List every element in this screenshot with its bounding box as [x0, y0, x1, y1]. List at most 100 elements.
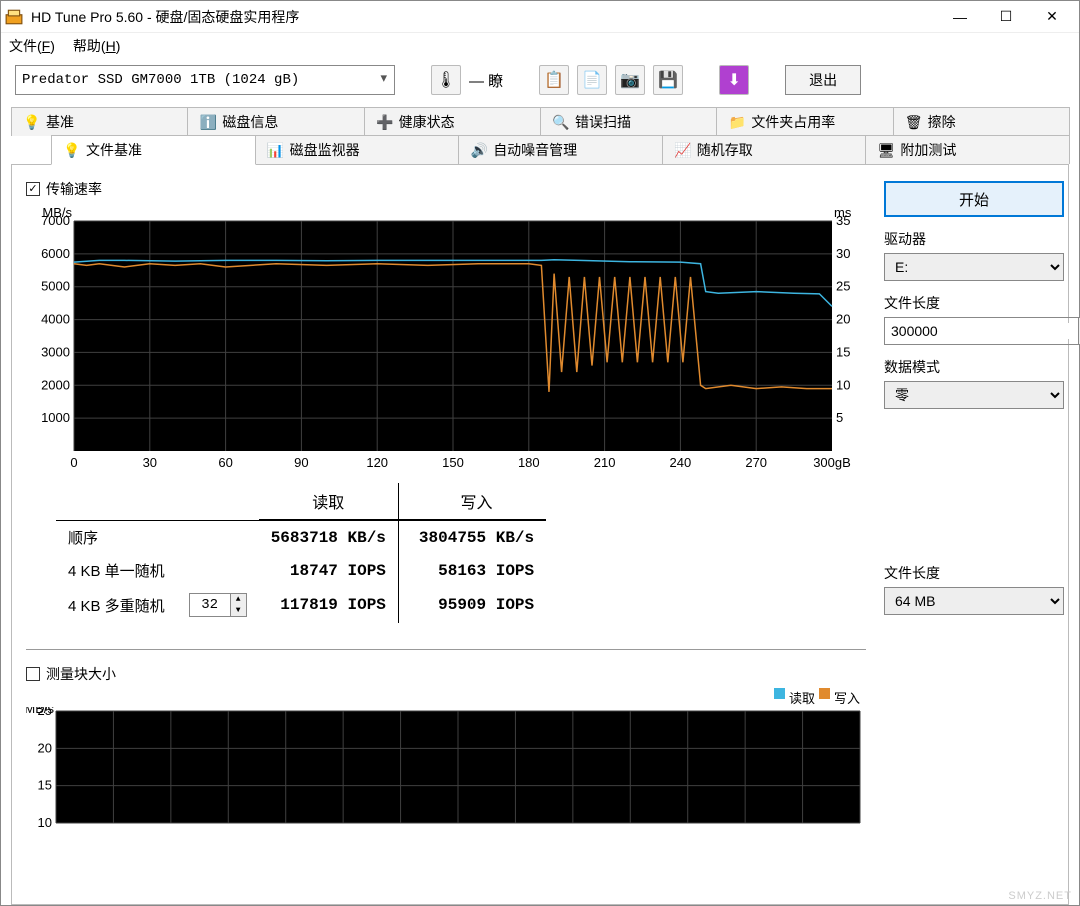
queue-depth-input[interactable]: [190, 594, 230, 616]
svg-text:300gB: 300gB: [813, 455, 851, 470]
tab-擦除[interactable]: 🗑擦除: [893, 107, 1070, 136]
tab-row-1: 💡基准 ℹ️ 磁盘信息 ➕健康状态 🔍 错误扫描 📁 文件夹占用率 🗑擦除: [11, 107, 1069, 136]
chart2-svg: 10152025MB/s: [26, 707, 866, 827]
svg-text:15: 15: [38, 778, 52, 793]
maximize-button[interactable]: ☐: [983, 2, 1029, 32]
tab-icon: ℹ️: [200, 114, 216, 130]
svg-text:5: 5: [836, 410, 843, 425]
svg-text:90: 90: [294, 455, 308, 470]
svg-text:MB/s: MB/s: [26, 707, 54, 716]
save-icon[interactable]: 💾: [653, 65, 683, 95]
header-read: 读取: [259, 483, 399, 520]
block-checkbox[interactable]: [26, 667, 40, 681]
svg-text:5000: 5000: [41, 279, 70, 294]
svg-text:15: 15: [836, 344, 850, 359]
tab-健康状态[interactable]: ➕健康状态: [364, 107, 541, 136]
tab-label: 文件夹占用率: [751, 112, 835, 132]
tab-icon: ➕: [377, 114, 393, 130]
drive-letter-select[interactable]: E:: [884, 253, 1064, 281]
filelen2-label: 文件长度: [884, 563, 1064, 583]
temp-text: — 瞭: [469, 70, 503, 91]
pattern-group: 数据模式 零: [884, 357, 1064, 409]
queue-depth-spinner[interactable]: ▲▼: [189, 593, 247, 617]
temperature-icon[interactable]: 🌡: [431, 65, 461, 95]
menu-help[interactable]: 帮助(H): [73, 36, 120, 56]
tab-icon: 📈: [675, 142, 691, 158]
titlebar: HD Tune Pro 5.60 - 硬盘/固态硬盘实用程序 — ☐ ✕: [1, 1, 1079, 33]
app-window: HD Tune Pro 5.60 - 硬盘/固态硬盘实用程序 — ☐ ✕ 文件(…: [0, 0, 1080, 906]
svg-text:2000: 2000: [41, 377, 70, 392]
svg-text:25: 25: [836, 279, 850, 294]
exit-button[interactable]: 退出: [785, 65, 861, 95]
minimize-button[interactable]: —: [937, 2, 983, 32]
tab-icon: 🔍: [553, 114, 569, 130]
tab-错误扫描[interactable]: 🔍 错误扫描: [540, 107, 717, 136]
watermark: SMYZ.NET: [1008, 890, 1072, 902]
filelen2-select[interactable]: 64 MB: [884, 587, 1064, 615]
close-button[interactable]: ✕: [1029, 2, 1075, 32]
menu-file[interactable]: 文件(F): [9, 36, 55, 56]
legend-swatch: [774, 688, 785, 699]
svg-text:210: 210: [594, 455, 616, 470]
tab-文件夹占用率[interactable]: 📁 文件夹占用率: [716, 107, 893, 136]
svg-text:10: 10: [38, 815, 52, 827]
chart2-legend: 读取写入: [26, 688, 866, 707]
separator: [26, 649, 866, 650]
transfer-chart: 1000200030004000500060007000510152025303…: [26, 203, 866, 473]
tab-icon: 🖥: [878, 142, 894, 158]
tab-icon: 🗑: [906, 114, 922, 130]
transfer-rate-checkbox-row: ✓ 传输速率: [26, 179, 866, 199]
pattern-select[interactable]: 零: [884, 381, 1064, 409]
row-label: 4 KB 单一随机: [56, 554, 177, 587]
tab-icon: 💡: [24, 114, 40, 130]
window-title: HD Tune Pro 5.60 - 硬盘/固态硬盘实用程序: [31, 7, 937, 27]
row-label: 顺序: [56, 521, 177, 554]
filelen2-group: 文件长度 64 MB: [884, 563, 1064, 615]
tab-附加测试[interactable]: 🖥附加测试: [865, 135, 1070, 164]
tab-icon: 📁: [729, 114, 745, 130]
drive-select[interactable]: Predator SSD GM7000 1TB (1024 gB): [15, 65, 395, 95]
tab-label: 随机存取: [697, 140, 753, 160]
copy2-icon[interactable]: 📄: [577, 65, 607, 95]
tab-文件基准[interactable]: 💡文件基准: [51, 135, 256, 165]
tab-icon: 📊: [268, 142, 284, 158]
filelen-label: 文件长度: [884, 293, 1064, 313]
svg-text:240: 240: [670, 455, 692, 470]
row-label: 4 KB 多重随机: [56, 587, 177, 623]
svg-text:ms: ms: [834, 205, 852, 220]
svg-text:10: 10: [836, 377, 850, 392]
svg-text:3000: 3000: [41, 344, 70, 359]
read-value: 117819 IOPS: [259, 587, 399, 623]
tab-label: 磁盘监视器: [290, 140, 360, 160]
start-button[interactable]: 开始: [884, 181, 1064, 217]
menubar: 文件(F) 帮助(H): [1, 33, 1079, 59]
screenshot-icon[interactable]: 📷: [615, 65, 645, 95]
tab-label: 错误扫描: [575, 112, 631, 132]
read-value: 18747 IOPS: [259, 554, 399, 587]
transfer-checkbox[interactable]: ✓: [26, 182, 40, 196]
drive-group: 驱动器 E:: [884, 229, 1064, 281]
tab-磁盘监视器[interactable]: 📊 磁盘监视器: [255, 135, 460, 164]
result-row: 4 KB 单一随机18747 IOPS58163 IOPS: [56, 554, 546, 587]
toolbar: Predator SSD GM7000 1TB (1024 gB) 🌡 — 瞭 …: [1, 59, 1079, 101]
filelen-spinner[interactable]: ▲▼: [884, 317, 1080, 345]
download-icon[interactable]: ⬇: [719, 65, 749, 95]
copy-icon[interactable]: 📋: [539, 65, 569, 95]
main-column: ✓ 传输速率 100020003000400050006000700051015…: [26, 179, 866, 904]
results-table: 读取 写入 顺序5683718 KB/s3804755 KB/s4 KB 单一随…: [56, 483, 546, 623]
tab-磁盘信息[interactable]: ℹ️ 磁盘信息: [187, 107, 364, 136]
svg-text:1000: 1000: [41, 410, 70, 425]
filelen-input[interactable]: [885, 323, 1078, 339]
block-chart: 读取写入 10152025MB/s: [26, 688, 866, 827]
tab-icon: 💡: [64, 142, 80, 158]
write-value: 3804755 KB/s: [398, 521, 546, 554]
tab-基准[interactable]: 💡基准: [11, 107, 188, 136]
svg-text:20: 20: [38, 740, 52, 755]
tab-row-2: 💡文件基准 📊 磁盘监视器 🔊自动噪音管理 📈 随机存取 🖥附加测试: [11, 135, 1069, 164]
svg-text:60: 60: [218, 455, 232, 470]
tab-label: 磁盘信息: [222, 112, 278, 132]
tab-随机存取[interactable]: 📈 随机存取: [662, 135, 867, 164]
write-value: 95909 IOPS: [398, 587, 546, 623]
tab-自动噪音管理[interactable]: 🔊自动噪音管理: [458, 135, 663, 164]
pattern-label: 数据模式: [884, 357, 1064, 377]
